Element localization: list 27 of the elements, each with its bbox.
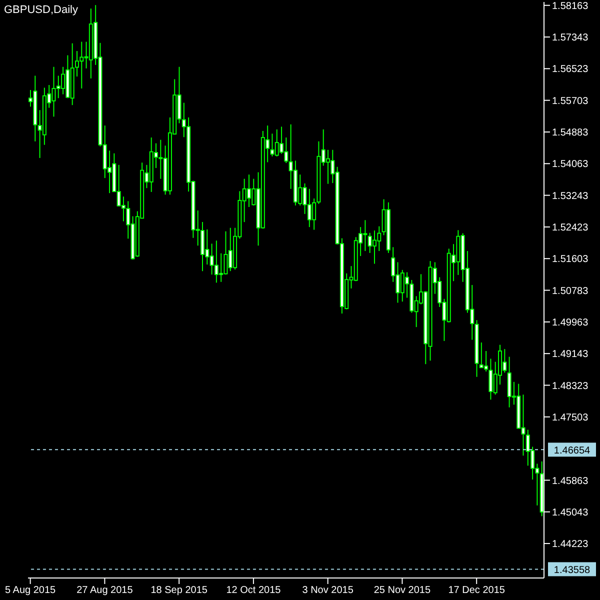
ref-line-label: 1.43558	[554, 565, 591, 576]
y-tick-label: 1.44223	[552, 539, 589, 550]
ref-line-label: 1.46654	[554, 446, 591, 457]
y-tick-label: 1.54883	[552, 128, 589, 139]
y-tick-label: 1.54063	[552, 159, 589, 170]
y-tick-label: 1.57343	[552, 32, 589, 44]
x-tick-label: 5 Aug 2015	[5, 585, 56, 596]
x-tick-label: 27 Aug 2015	[76, 585, 134, 596]
x-tick-label: 3 Nov 2015	[302, 585, 354, 596]
chart-title: GBPUSD,Daily	[4, 4, 78, 16]
y-tick-label: 1.51603	[552, 254, 589, 266]
y-tick-label: 1.55703	[552, 96, 589, 107]
x-tick-label: 12 Oct 2015	[226, 585, 282, 596]
y-tick-label: 1.56523	[552, 64, 589, 76]
y-tick-label: 1.50783	[552, 286, 589, 297]
x-tick-label: 18 Sep 2015	[150, 585, 208, 596]
y-tick-label: 1.45863	[552, 476, 589, 487]
y-tick-label: 1.58163	[552, 0, 589, 12]
x-tick-label: 17 Dec 2015	[448, 585, 506, 596]
y-tick-label: 1.53243	[552, 190, 589, 202]
y-tick-label: 1.49963	[552, 317, 589, 328]
y-tick-label: 1.47503	[552, 412, 589, 424]
y-tick-label: 1.49143	[552, 349, 589, 360]
x-tick-label: 25 Nov 2015	[374, 585, 432, 596]
y-tick-label: 1.48323	[552, 380, 589, 392]
y-tick-label: 1.52423	[552, 222, 589, 234]
y-tick-label: 1.45043	[552, 507, 589, 518]
